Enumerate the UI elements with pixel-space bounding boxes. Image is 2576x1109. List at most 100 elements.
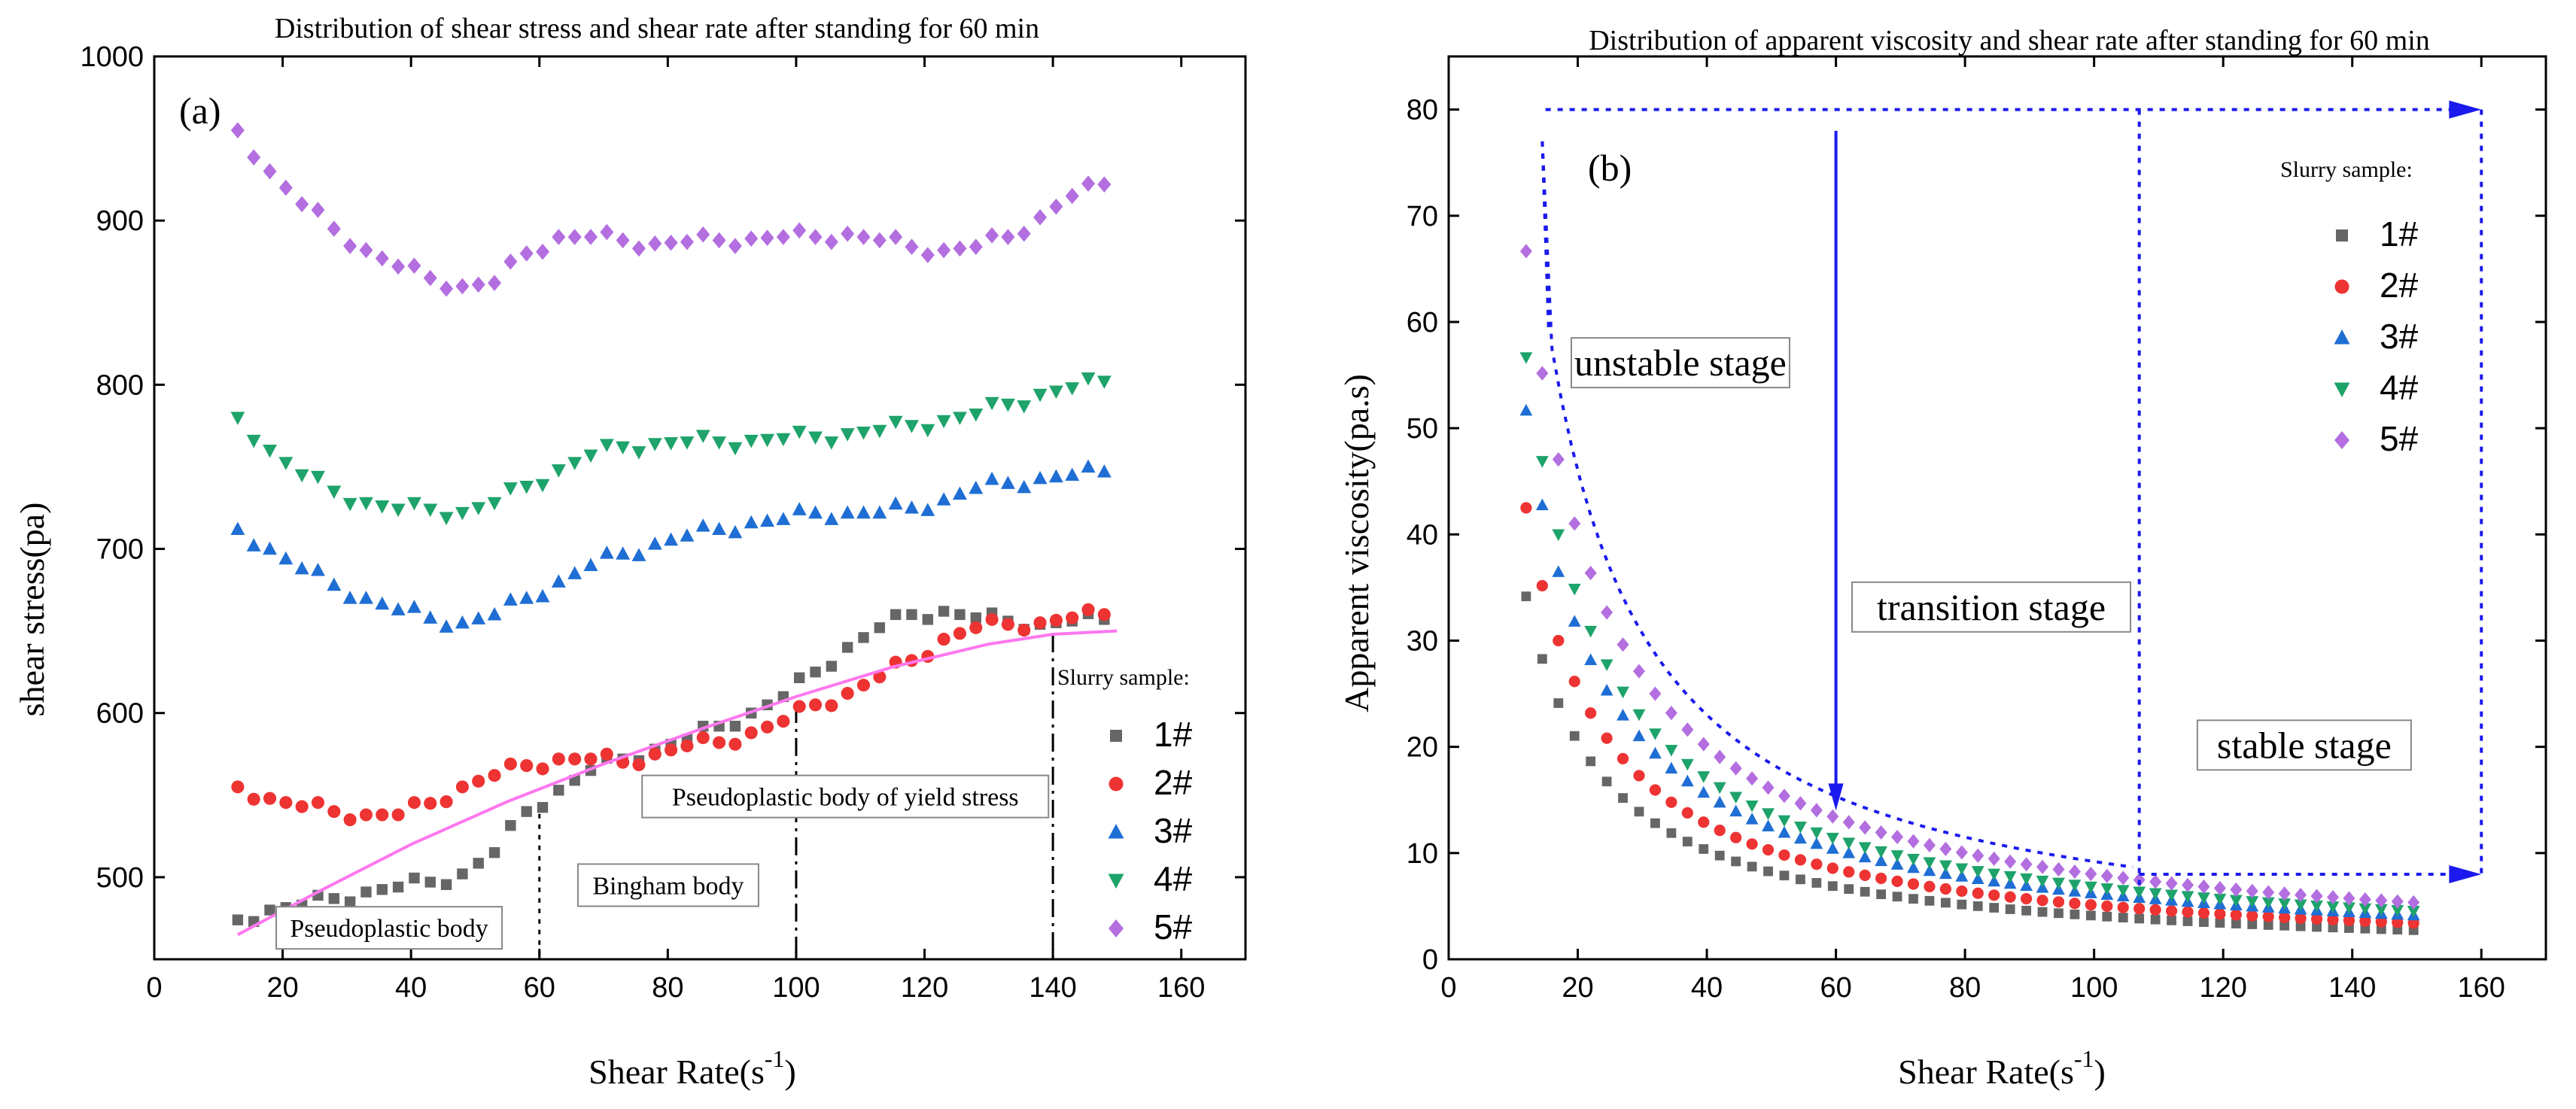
- chart-b-point-5: [2085, 866, 2097, 882]
- chart-b-point-1: [1666, 828, 1677, 838]
- chart-b-legend-title: Slurry sample:: [2280, 157, 2413, 182]
- chart-a-point-4: [1000, 398, 1015, 412]
- chart-b-point-4: [2003, 870, 2017, 883]
- chart-a-point-2: [455, 780, 469, 794]
- chart-b-point-5: [1746, 771, 1759, 786]
- chart-a-point-3: [391, 602, 406, 615]
- chart-b-point-2: [1633, 770, 1645, 782]
- chart-b-title: Distribution of apparent viscosity and s…: [1589, 25, 2430, 56]
- chart-b-point-5: [1859, 820, 1872, 835]
- chart-b-point-4: [1858, 842, 1872, 854]
- chart-b-legend-marker: [2334, 279, 2349, 294]
- chart-b-point-2: [2197, 907, 2210, 919]
- chart-b-y-tick-label: 0: [1422, 944, 1438, 976]
- chart-a-legend-label: 5#: [1154, 907, 1193, 946]
- chart-b-point-3: [1552, 565, 1565, 577]
- chart-b-point-2: [1972, 887, 1984, 899]
- chart-a-point-5: [872, 232, 887, 249]
- chart-b-point-4: [2229, 895, 2243, 907]
- chart-a-point-2: [343, 813, 357, 827]
- chart-b-point-4: [1762, 808, 1775, 820]
- chart-b-x-label-sup: -1: [2074, 1045, 2094, 1072]
- chart-b-point-5: [1714, 749, 1726, 764]
- chart-a-point-4: [1065, 382, 1080, 396]
- chart-a-point-4: [647, 438, 662, 451]
- chart-b-point-4: [1680, 758, 1694, 771]
- chart-a-point-2: [761, 720, 774, 734]
- chart-a-point-5: [648, 235, 662, 252]
- chart-a-point-1: [440, 879, 452, 890]
- chart-b-point-2: [2165, 905, 2178, 917]
- chart-a-point-4: [519, 480, 534, 494]
- chart-b-point-4: [1842, 837, 1856, 849]
- chart-a-point-3: [888, 496, 903, 510]
- chart-b-point-1: [2199, 917, 2209, 927]
- chart-a-point-4: [712, 436, 727, 450]
- chart-b-point-1: [2344, 923, 2354, 933]
- chart-b-point-1: [2150, 914, 2161, 925]
- chart-a-region-label: Bingham body: [592, 872, 744, 900]
- chart-b-point-4: [2036, 875, 2049, 888]
- chart-b-point-2: [1681, 807, 1693, 819]
- chart-b-point-4: [2084, 881, 2097, 894]
- chart-a-point-3: [375, 596, 390, 610]
- chart-a-point-2: [472, 774, 485, 788]
- chart-a-point-4: [776, 433, 791, 447]
- chart-a-point-5: [471, 276, 485, 293]
- chart-b-point-2: [2069, 898, 2081, 910]
- chart-b-point-2: [2101, 900, 2113, 913]
- chart-a-point-1: [874, 622, 886, 633]
- chart-b-point-2: [2133, 903, 2146, 915]
- chart-a-point-2: [488, 769, 501, 782]
- chart-b-point-1: [2247, 919, 2258, 929]
- chart-a-point-2: [391, 808, 405, 822]
- chart-b-point-5: [2213, 880, 2226, 896]
- chart-b-point-5: [2246, 883, 2258, 898]
- chart-a-y-tick-label: 800: [96, 369, 144, 401]
- chart-a-x-label-sup: -1: [765, 1045, 785, 1072]
- chart-b-point-5: [1552, 452, 1565, 467]
- chart-b-point-3: [1568, 615, 1581, 627]
- chart-b-point-5: [2310, 889, 2323, 904]
- chart-a-x-tick-label: 0: [146, 972, 162, 1004]
- chart-b-point-5: [2407, 895, 2420, 910]
- chart-a-point-3: [423, 610, 438, 624]
- chart-b-point-4: [2294, 899, 2307, 912]
- chart-a-point-5: [1065, 187, 1079, 205]
- chart-b-point-1: [1747, 861, 1757, 872]
- chart-a-point-3: [872, 505, 887, 519]
- chart-b-point-5: [1875, 825, 1887, 840]
- chart-b-point-5: [1988, 851, 2000, 866]
- chart-b-point-1: [1860, 886, 1870, 897]
- chart-a-legend-marker: [1109, 919, 1124, 937]
- chart-b-point-1: [2085, 910, 2096, 921]
- chart-b-point-1: [2263, 920, 2273, 930]
- chart-a-x-tick-label: 40: [395, 972, 427, 1004]
- chart-b-point-2: [1585, 707, 1597, 719]
- chart-a-point-4: [599, 439, 614, 452]
- chart-b-x-tick-label: 80: [1949, 972, 1981, 1004]
- chart-b-point-1: [1892, 892, 1902, 902]
- chart-a-point-4: [535, 479, 550, 493]
- chart-a-point-4: [342, 497, 357, 512]
- chart-a-point-5: [600, 223, 614, 241]
- chart-a-point-2: [1097, 608, 1111, 621]
- chart-a-point-4: [664, 437, 679, 451]
- chart-b-point-2: [1746, 838, 1758, 850]
- chart-a-point-2: [376, 808, 389, 822]
- chart-b-point-5: [2052, 861, 2065, 877]
- chart-a-point-4: [808, 431, 823, 445]
- chart-a-point-3: [342, 591, 357, 604]
- chart-a-point-1: [938, 606, 950, 617]
- chart-a-point-2: [696, 731, 710, 745]
- chart-a-point-3: [920, 503, 935, 516]
- chart-b-point-4: [1907, 853, 1920, 866]
- chart-b-x-label-suffix: ): [2094, 1053, 2106, 1091]
- chart-a-point-4: [920, 424, 935, 438]
- chart-b-point-5: [2197, 879, 2210, 895]
- chart-a-point-1: [344, 896, 356, 907]
- chart-b-y-tick-label: 80: [1407, 95, 1438, 126]
- chart-b-point-3: [1519, 403, 1533, 416]
- chart-a-point-4: [230, 412, 245, 425]
- chart-a-point-5: [631, 240, 646, 257]
